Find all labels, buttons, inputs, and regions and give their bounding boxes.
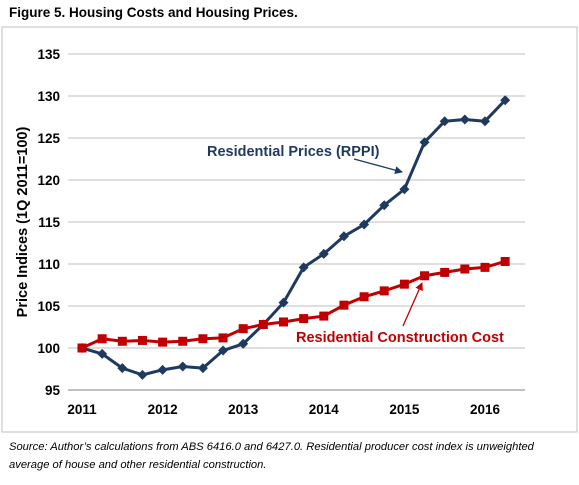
chart-border <box>1 26 578 433</box>
data-point-diamond <box>500 95 511 106</box>
series-line <box>81 260 506 350</box>
y-tick-labels: 95 100 105 110 115 120 125 130 135 <box>37 47 60 398</box>
y-tick-label: 105 <box>37 299 60 314</box>
data-point-square <box>77 343 87 353</box>
series-layer <box>77 95 511 380</box>
x-tick-label: 2013 <box>228 402 259 417</box>
data-point-square <box>319 311 329 321</box>
data-point-square <box>279 317 288 327</box>
data-point-diamond <box>218 345 229 356</box>
data-point-square <box>137 335 147 345</box>
data-point-diamond <box>298 262 309 273</box>
y-tick-label: 120 <box>37 173 60 188</box>
x-tick-label: 2016 <box>470 402 501 417</box>
annotation-residential-prices: Residential Prices (RPPI) <box>207 144 380 160</box>
data-point-diamond <box>359 219 370 230</box>
annotation-construction-cost: Residential Construction Cost <box>296 330 504 346</box>
data-point-diamond <box>238 338 249 349</box>
data-point-square <box>117 336 127 346</box>
data-point-square <box>359 292 369 302</box>
data-point-diamond <box>157 364 168 375</box>
data-point-diamond <box>318 248 329 259</box>
data-point-diamond <box>197 363 208 374</box>
y-tick-label: 115 <box>38 215 60 230</box>
data-point-diamond <box>439 116 450 127</box>
data-point-diamond <box>137 369 148 380</box>
y-tick-label: 100 <box>37 341 60 356</box>
y-tick-label: 95 <box>45 383 61 398</box>
data-point-square <box>158 337 168 347</box>
data-point-square <box>238 324 248 334</box>
data-point-square <box>339 300 349 310</box>
data-point-square <box>500 256 510 266</box>
data-point-diamond <box>379 200 390 211</box>
data-point-square <box>97 334 107 344</box>
x-tick-labels: 2011 2012 2013 2014 2015 2016 <box>67 402 500 417</box>
series-construction-cost <box>77 256 510 353</box>
x-tick-label: 2014 <box>309 402 340 417</box>
data-point-diamond <box>278 297 289 308</box>
data-point-square <box>258 319 268 329</box>
data-point-diamond <box>419 137 430 148</box>
data-point-diamond <box>177 361 188 372</box>
y-tick-label: 135 <box>37 47 60 62</box>
data-point-square <box>399 279 409 289</box>
data-point-square <box>460 264 470 274</box>
data-point-diamond <box>97 348 108 359</box>
y-tick-label: 125 <box>37 131 60 146</box>
data-point-diamond <box>117 363 128 374</box>
gridlines <box>68 53 525 349</box>
data-point-diamond <box>459 114 470 125</box>
data-point-diamond <box>480 116 490 127</box>
x-tick-label: 2012 <box>148 402 178 417</box>
series-line <box>81 99 507 377</box>
x-tick-label: 2015 <box>389 402 420 417</box>
y-tick-label: 110 <box>38 257 60 272</box>
data-point-diamond <box>338 231 349 242</box>
x-tick-label: 2011 <box>67 402 97 417</box>
figure-title: Figure 5. Housing Costs and Housing Pric… <box>9 5 298 20</box>
annotation-arrow-construction-cost <box>402 282 423 327</box>
data-point-square <box>440 267 450 277</box>
annotation-arrow-residential-prices <box>353 158 403 175</box>
data-point-square <box>218 333 228 343</box>
data-point-square <box>198 334 208 344</box>
data-point-square <box>480 262 490 272</box>
figure-source-caption: Source: Author’s calculations from ABS 6… <box>9 441 534 471</box>
y-axis-label: Price Indices (1Q 2011=100) <box>15 127 31 318</box>
data-point-square <box>178 336 188 346</box>
data-point-square <box>299 314 309 324</box>
data-point-square <box>379 286 389 296</box>
y-tick-label: 130 <box>37 89 60 104</box>
data-point-diamond <box>399 184 410 195</box>
data-point-square <box>420 271 430 281</box>
